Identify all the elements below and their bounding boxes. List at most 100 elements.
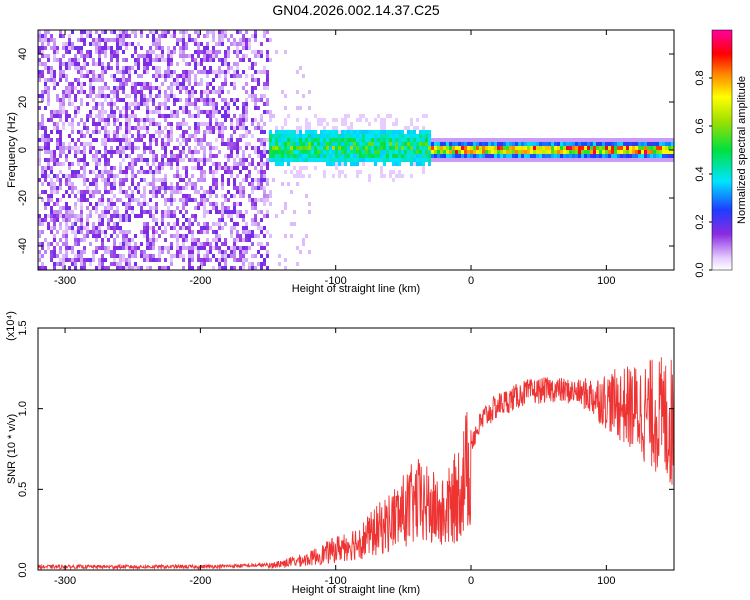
heatmap-cell xyxy=(224,206,227,210)
heatmap-cell xyxy=(296,262,299,266)
heatmap-cell xyxy=(332,126,335,130)
heatmap-cell xyxy=(125,122,128,126)
heatmap-cell xyxy=(197,190,200,194)
heatmap-cell xyxy=(113,122,116,126)
heatmap-cell xyxy=(59,114,62,118)
heatmap-cell xyxy=(245,102,248,106)
heatmap-cell xyxy=(557,142,560,146)
heatmap-cell xyxy=(203,210,206,214)
heatmap-cell xyxy=(242,102,245,106)
heatmap-cell xyxy=(128,154,131,158)
heatmap-cell xyxy=(44,238,47,242)
heatmap-cell xyxy=(323,170,326,174)
heatmap-cell xyxy=(317,138,320,142)
heatmap-cell xyxy=(386,134,389,138)
heatmap-cell xyxy=(257,162,260,166)
heatmap-cell xyxy=(101,90,104,94)
heatmap-cell xyxy=(137,158,140,162)
heatmap-cell xyxy=(65,230,68,234)
heatmap-cell xyxy=(71,170,74,174)
heatmap-cell xyxy=(347,146,350,150)
heatmap-cell xyxy=(233,250,236,254)
heatmap-cell xyxy=(398,158,401,162)
heatmap-cell xyxy=(224,106,227,110)
heatmap-cell xyxy=(344,162,347,166)
heatmap-cell xyxy=(260,210,263,214)
heatmap-cell xyxy=(197,54,200,58)
heatmap-cell xyxy=(149,138,152,142)
heatmap-cell xyxy=(176,154,179,158)
heatmap-cell xyxy=(179,38,182,42)
heatmap-cell xyxy=(419,134,422,138)
heatmap-cell xyxy=(185,202,188,206)
heatmap-cell xyxy=(257,210,260,214)
heatmap-cell xyxy=(53,266,56,270)
heatmap-cell xyxy=(263,234,266,238)
heatmap-cell xyxy=(443,150,446,154)
heatmap-cell xyxy=(74,174,77,178)
heatmap-cell xyxy=(38,230,41,234)
heatmap-cell xyxy=(281,182,284,186)
heatmap-cell xyxy=(422,126,425,130)
heatmap-cell xyxy=(206,110,209,114)
heatmap-cell xyxy=(323,130,326,134)
heatmap-cell xyxy=(206,210,209,214)
heatmap-cell xyxy=(47,134,50,138)
heatmap-cell xyxy=(536,138,539,142)
heatmap-cell xyxy=(242,154,245,158)
heatmap-cell xyxy=(125,262,128,266)
heatmap-cell xyxy=(101,110,104,114)
heatmap-cell xyxy=(155,138,158,142)
heatmap-cell xyxy=(638,150,641,154)
heatmap-cell xyxy=(671,142,674,146)
heatmap-cell xyxy=(608,150,611,154)
heatmap-cell xyxy=(83,194,86,198)
heatmap-cell xyxy=(95,226,98,230)
heatmap-cell xyxy=(110,114,113,118)
heatmap-cell xyxy=(80,174,83,178)
heatmap-cell xyxy=(122,114,125,118)
heatmap-cell xyxy=(209,202,212,206)
heatmap-cell xyxy=(296,154,299,158)
heatmap-cell xyxy=(50,38,53,42)
heatmap-cell xyxy=(272,146,275,150)
heatmap-cell xyxy=(236,246,239,250)
heatmap-cell xyxy=(140,154,143,158)
heatmap-cell xyxy=(338,158,341,162)
heatmap-cell xyxy=(533,150,536,154)
heatmap-cell xyxy=(275,50,278,54)
heatmap-cell xyxy=(284,106,287,110)
heatmap-cell xyxy=(113,54,116,58)
heatmap-cell xyxy=(281,90,284,94)
heatmap-cell xyxy=(344,154,347,158)
heatmap-cell xyxy=(653,158,656,162)
heatmap-cell xyxy=(323,154,326,158)
heatmap-cell xyxy=(122,106,125,110)
heatmap-cell xyxy=(194,238,197,242)
heatmap-cell xyxy=(242,34,245,38)
heatmap-cell xyxy=(191,94,194,98)
heatmap-cell xyxy=(203,262,206,266)
heatmap-cell xyxy=(245,178,248,182)
heatmap-cell xyxy=(215,146,218,150)
heatmap-cell xyxy=(107,122,110,126)
heatmap-cell xyxy=(281,134,284,138)
heatmap-cell xyxy=(215,202,218,206)
heatmap-cell xyxy=(590,154,593,158)
heatmap-cell xyxy=(371,134,374,138)
heatmap-cell xyxy=(257,182,260,186)
heatmap-cell xyxy=(494,154,497,158)
heatmap-cell xyxy=(77,230,80,234)
heatmap-cell xyxy=(236,162,239,166)
heatmap-cell xyxy=(398,146,401,150)
heatmap-cell xyxy=(98,62,101,66)
heatmap-cell xyxy=(83,266,86,270)
heatmap-cell xyxy=(272,114,275,118)
heatmap-cell xyxy=(350,162,353,166)
heatmap-cell xyxy=(512,138,515,142)
heatmap-cell xyxy=(476,138,479,142)
heatmap-cell xyxy=(173,110,176,114)
heatmap-cell xyxy=(386,142,389,146)
heatmap-cell xyxy=(305,158,308,162)
heatmap-cell xyxy=(671,146,674,150)
